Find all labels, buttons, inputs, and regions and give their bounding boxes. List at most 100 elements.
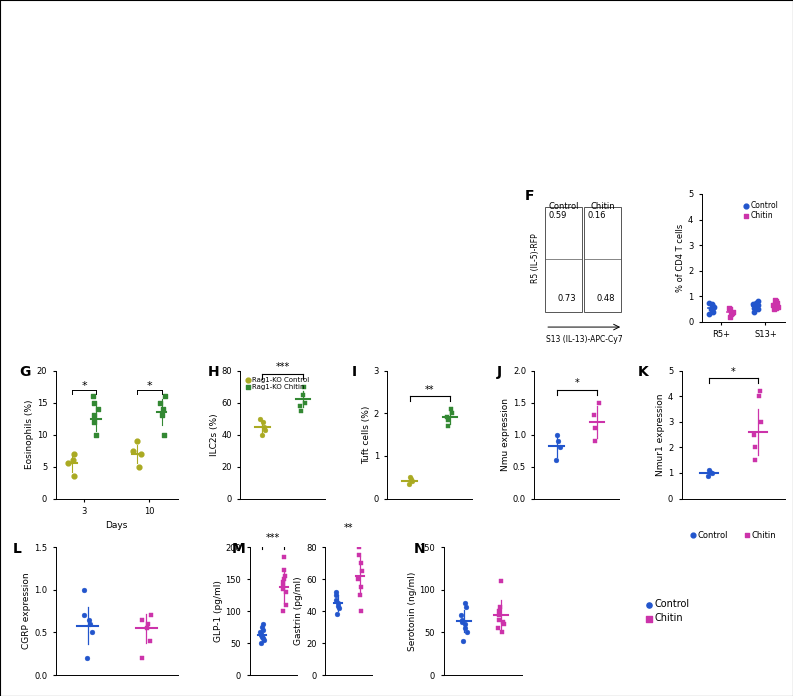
Point xyxy=(455,614,468,625)
Point xyxy=(552,436,565,447)
Point xyxy=(106,34,119,45)
Point xyxy=(255,638,268,649)
Point xyxy=(355,566,368,577)
Point xyxy=(82,614,95,625)
Point xyxy=(593,397,606,408)
Text: K: K xyxy=(638,365,649,379)
Point xyxy=(768,303,780,315)
Point xyxy=(708,301,721,313)
Text: S13 (IL-13)-APC-Cy7: S13 (IL-13)-APC-Cy7 xyxy=(546,335,623,344)
Legend: Control, Chitin: Control, Chitin xyxy=(642,595,694,627)
Point xyxy=(706,300,718,311)
Point xyxy=(355,606,368,617)
Point xyxy=(705,299,718,310)
Point xyxy=(497,618,510,629)
Point xyxy=(279,586,292,597)
Point xyxy=(703,297,715,308)
Point xyxy=(331,598,344,609)
Point xyxy=(402,478,415,489)
Text: Control: Control xyxy=(478,26,508,35)
Point xyxy=(78,255,90,266)
Point xyxy=(264,79,277,90)
Point xyxy=(135,237,147,248)
Point xyxy=(276,606,289,617)
Text: ****: **** xyxy=(107,189,126,199)
Point xyxy=(749,454,761,466)
Point xyxy=(332,601,345,612)
Point xyxy=(354,590,367,601)
Point xyxy=(67,470,80,482)
Point xyxy=(141,623,154,634)
Point xyxy=(67,39,79,50)
Point xyxy=(752,303,764,315)
Point xyxy=(441,414,454,425)
Point xyxy=(496,627,509,638)
Point xyxy=(441,412,454,423)
Y-axis label: CGRP expression: CGRP expression xyxy=(22,573,31,649)
Point xyxy=(254,413,266,424)
Y-axis label: Serotonin (ng/ml): Serotonin (ng/ml) xyxy=(408,571,416,651)
Point xyxy=(354,582,367,593)
Text: *: * xyxy=(147,381,152,391)
Point xyxy=(83,259,96,270)
Point xyxy=(82,256,94,267)
Text: ****: **** xyxy=(374,194,390,203)
Point xyxy=(767,300,780,311)
Point xyxy=(722,302,735,313)
Point xyxy=(294,405,307,416)
Point xyxy=(588,422,601,434)
Point xyxy=(86,390,99,402)
Point xyxy=(458,618,471,629)
Point xyxy=(495,576,508,587)
Point xyxy=(297,389,310,400)
Point xyxy=(216,40,229,52)
X-axis label: Days: Days xyxy=(105,521,128,530)
Point xyxy=(406,476,419,487)
Text: ***: *** xyxy=(266,532,280,543)
Point xyxy=(711,133,724,144)
Point xyxy=(588,410,600,421)
Text: *: * xyxy=(81,381,87,391)
Point xyxy=(158,429,170,440)
Text: **: ** xyxy=(425,385,435,395)
Point xyxy=(707,306,719,317)
Point xyxy=(80,278,93,289)
Point xyxy=(330,590,343,601)
Point xyxy=(299,397,312,408)
Text: ****: **** xyxy=(435,194,450,203)
Point xyxy=(259,108,271,119)
Y-axis label: Nmur1 expression: Nmur1 expression xyxy=(656,393,665,476)
Point xyxy=(255,630,267,641)
Point xyxy=(493,601,506,612)
Point xyxy=(772,301,784,313)
Point xyxy=(752,38,764,49)
Point xyxy=(257,416,270,427)
Point xyxy=(62,458,75,469)
Point xyxy=(255,628,267,639)
Point xyxy=(258,421,270,432)
Point xyxy=(136,614,148,625)
Y-axis label: Transit time (hr): Transit time (hr) xyxy=(168,45,177,118)
Point xyxy=(746,299,759,310)
Point xyxy=(259,424,272,435)
Y-axis label: Gastrin (pg/ml): Gastrin (pg/ml) xyxy=(294,577,304,645)
Point xyxy=(144,610,157,621)
Text: J: J xyxy=(496,365,501,379)
Legend: Control, Chitin: Control, Chitin xyxy=(741,198,781,223)
Point xyxy=(293,400,306,411)
Point xyxy=(219,74,232,86)
Point xyxy=(278,551,290,562)
Point xyxy=(79,610,91,621)
Point xyxy=(770,296,783,307)
Point xyxy=(222,79,235,90)
Point xyxy=(750,297,763,308)
Point xyxy=(704,466,717,477)
Point xyxy=(753,88,765,100)
Point xyxy=(277,577,289,588)
Point xyxy=(459,623,472,634)
Text: B: B xyxy=(182,13,192,26)
Point xyxy=(330,586,343,597)
Point xyxy=(455,617,468,628)
Legend: Control, Chitin: Control, Chitin xyxy=(247,22,287,45)
Point xyxy=(67,454,79,466)
